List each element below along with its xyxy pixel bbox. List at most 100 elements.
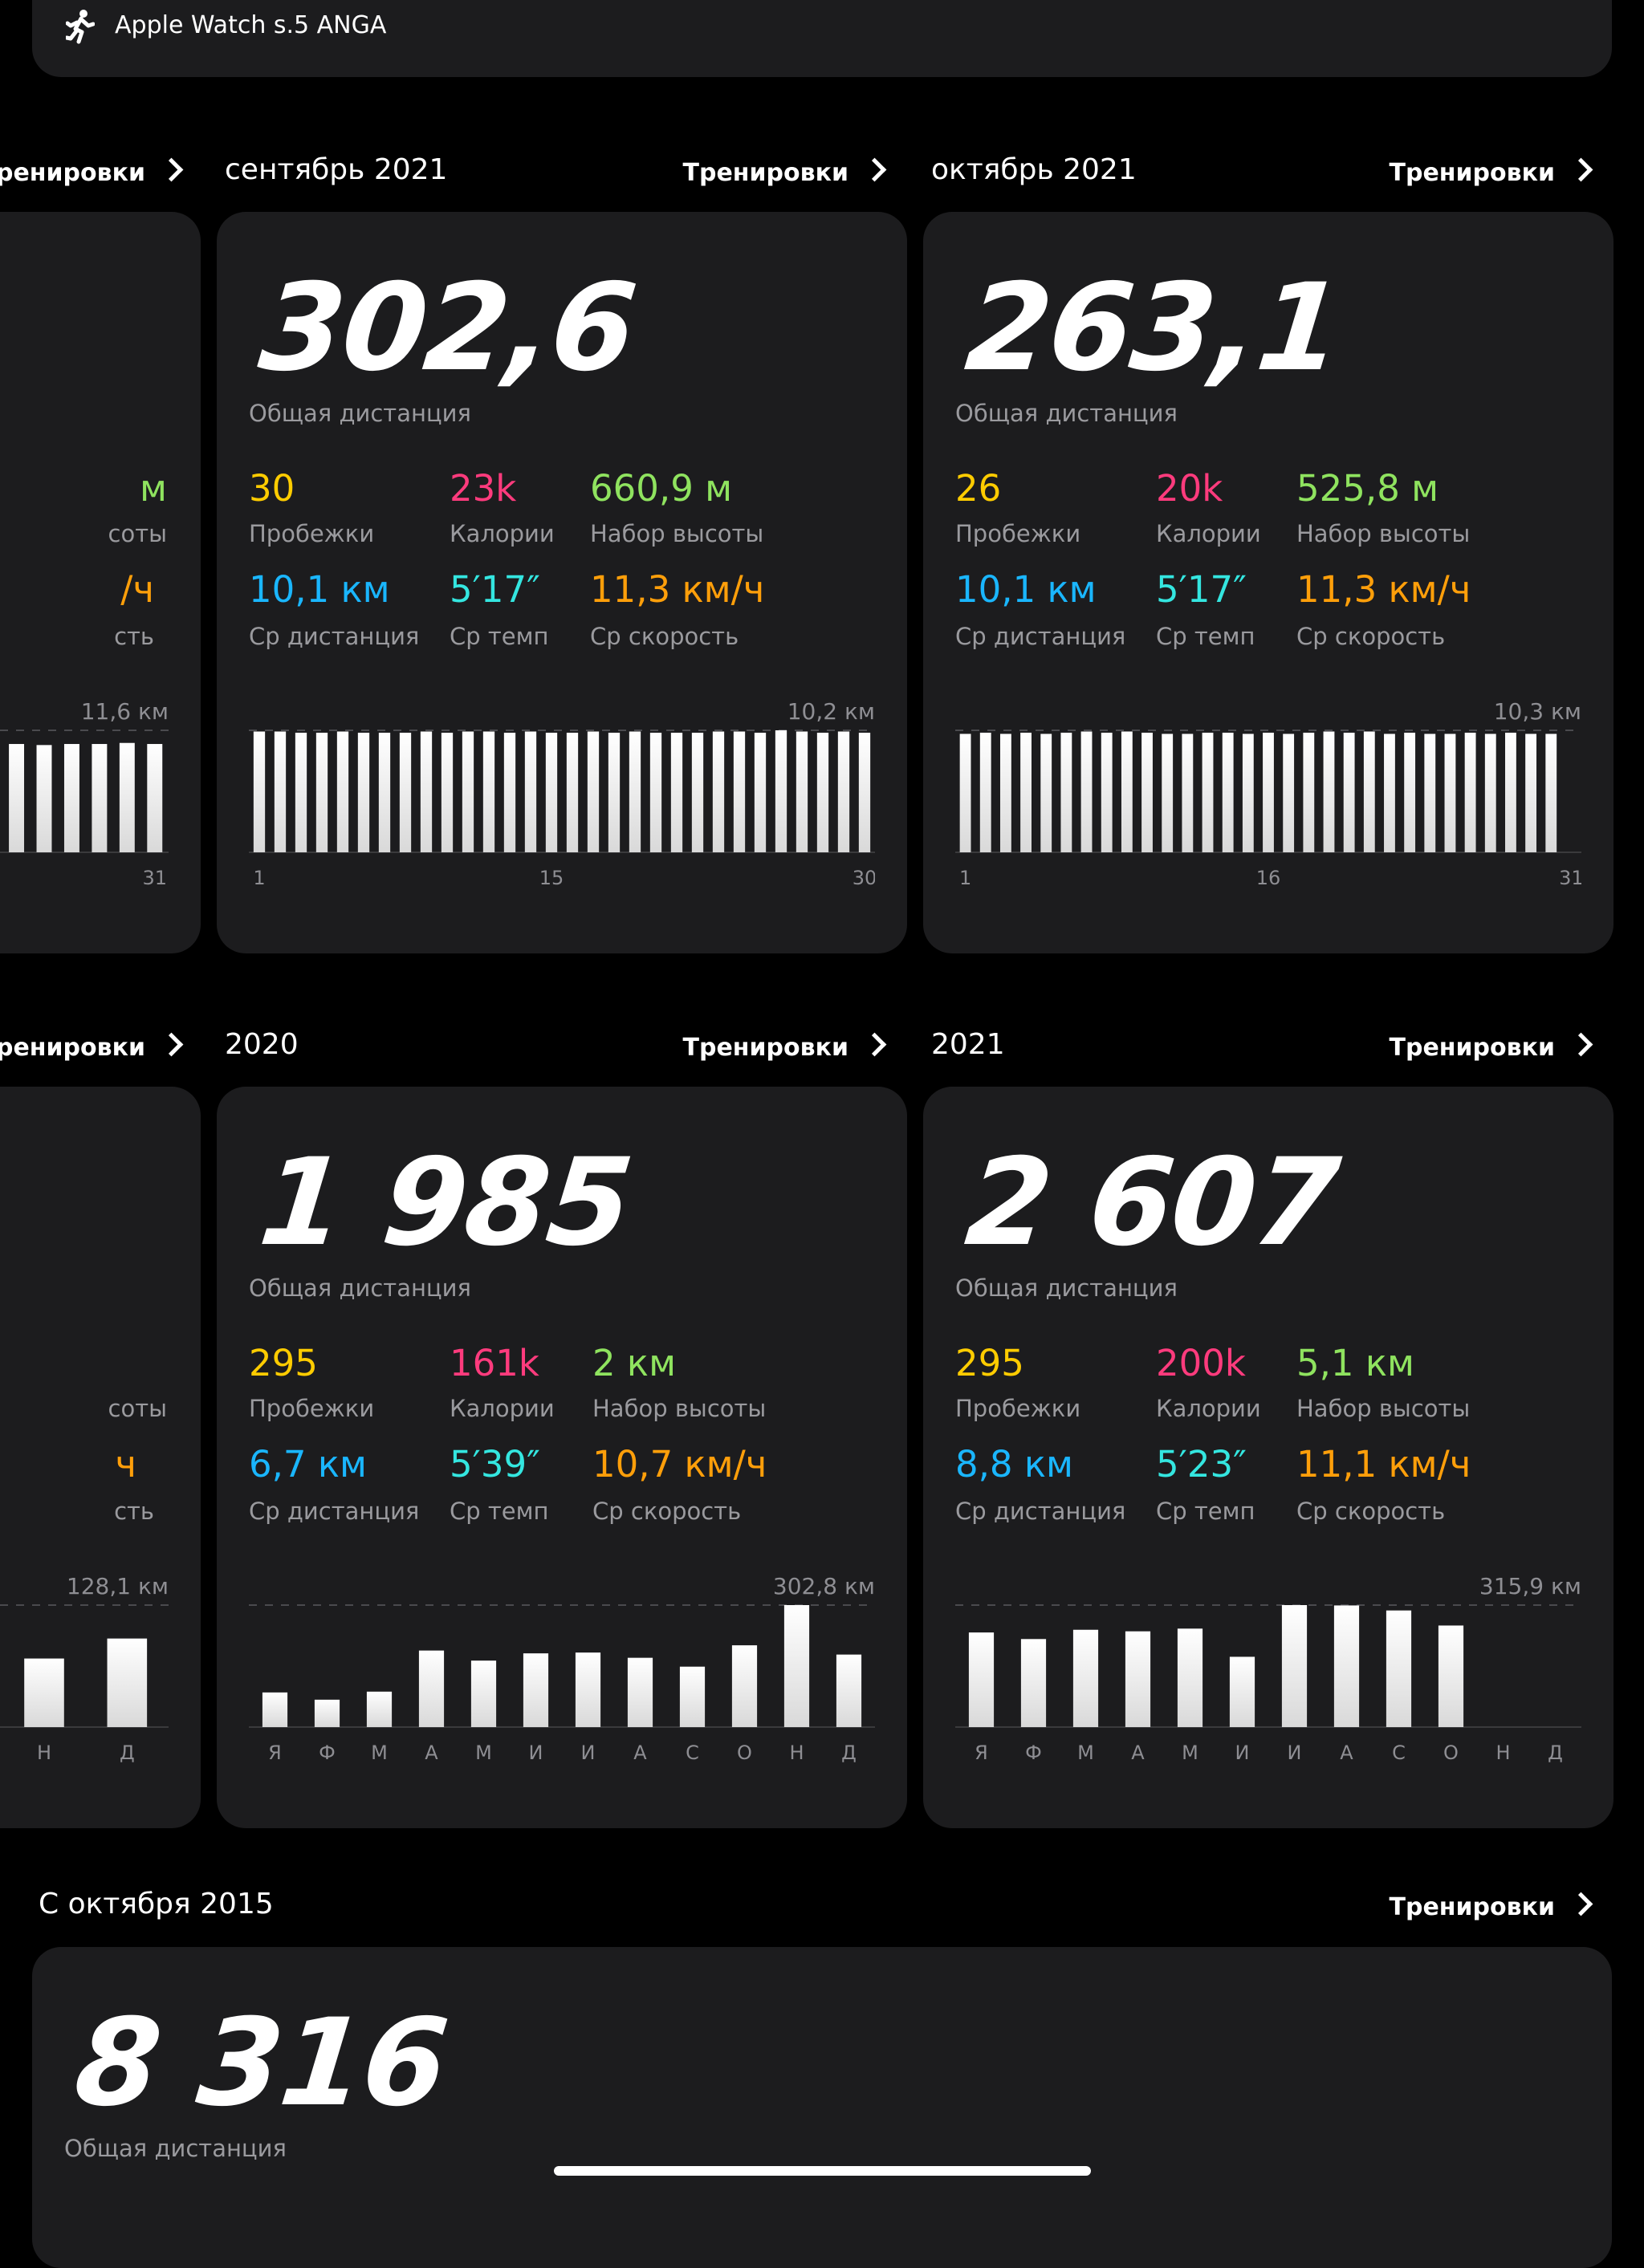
month-card-oct2021[interactable]: 263,1 Общая дистанция 26 Пробежки 20k Ка…	[923, 212, 1613, 953]
avg-pace-value: 5′17″	[1156, 568, 1247, 611]
elevation-label: Набор высоты	[1296, 1395, 1471, 1422]
all-time-card[interactable]: 8 316 Общая дистанция	[32, 1947, 1612, 2268]
chart-bar	[1040, 734, 1052, 852]
chart-bar	[1505, 732, 1516, 852]
chart-tick-label: А	[1131, 1742, 1145, 1764]
workouts-link-oct2021[interactable]: Тренировки	[1390, 157, 1593, 187]
home-indicator[interactable]	[554, 2166, 1091, 2176]
avg-pace-label: Ср темп	[1156, 623, 1255, 650]
elevation-label: Набор высоты	[590, 520, 764, 547]
chart-bar	[462, 731, 474, 852]
partial-mid-chart: 128,1 кмОНД	[0, 1560, 201, 1793]
elevation-value: 660,9 м	[590, 467, 733, 510]
avg-distance-label: Ср дистанция	[249, 1498, 420, 1525]
workouts-link-sep2021[interactable]: Тренировки	[683, 157, 887, 187]
chart-bar	[378, 732, 391, 852]
chart-tick-label: Д	[120, 1742, 135, 1764]
chart-bar	[1281, 1605, 1308, 1727]
calories-value: 23k	[450, 467, 517, 510]
runs-value: 295	[249, 1342, 318, 1384]
chart-tick-label: Д	[1548, 1742, 1563, 1764]
chart-tick-label: С	[686, 1742, 699, 1764]
calories-label: Калории	[1156, 1395, 1261, 1422]
avg-pace-label: Ср темп	[450, 623, 549, 650]
chart-bar	[1162, 734, 1174, 852]
chart-bar	[1141, 732, 1153, 852]
chart-bar	[712, 731, 725, 852]
month-card-sep2021[interactable]: 302,6 Общая дистанция 30 Пробежки 23k Ка…	[217, 212, 907, 953]
chart-tick-label: Ф	[1025, 1742, 1042, 1764]
calories-label: Калории	[450, 1395, 555, 1422]
elevation-value: 2 км	[592, 1342, 677, 1384]
partial-year-card[interactable]: соты ч сть 128,1 кмОНД	[0, 1087, 201, 1828]
chart-bar	[1242, 734, 1254, 852]
workouts-link-2020[interactable]: Тренировки	[683, 1032, 887, 1062]
chart-bar	[959, 734, 971, 852]
avg-distance-value: 6,7 км	[249, 1443, 367, 1486]
chart-bar	[1525, 734, 1537, 852]
chart-bar	[1343, 732, 1355, 852]
avg-speed-value: 11,3 км/ч	[1296, 568, 1471, 611]
partial-speed-label: сть	[114, 1498, 154, 1525]
chart-tick-label: И	[529, 1742, 543, 1764]
chart-bar	[274, 731, 287, 852]
total-distance-2021: 2 607	[960, 1133, 1344, 1273]
chart-tick-label: 30	[853, 867, 875, 889]
device-card[interactable]: Apple Watch s.5 ANGA	[32, 0, 1612, 77]
chart-bar	[336, 731, 349, 852]
chart-bar	[1384, 734, 1395, 852]
workouts-link-2021[interactable]: Тренировки	[1390, 1032, 1593, 1062]
partial-top-workouts-link[interactable]: Тренировки	[0, 157, 184, 187]
avg-pace-value: 5′17″	[450, 568, 540, 611]
chart-tick-label: О	[737, 1742, 752, 1764]
avg-speed-label: Ср скорость	[590, 623, 739, 650]
year-card-2020[interactable]: 1 985 Общая дистанция 295 Пробежки 161k …	[217, 1087, 907, 1828]
monthly-distance-chart-2021: 315,9 км Я Ф М А М И И А С О Н Д	[955, 1560, 1581, 1793]
total-distance-label: Общая дистанция	[955, 1274, 1178, 1302]
avg-distance-label: Ср дистанция	[955, 623, 1126, 650]
chart-bar	[1283, 734, 1295, 852]
chart-bar	[627, 1657, 653, 1727]
avg-speed-label: Ср скорость	[1296, 623, 1446, 650]
avg-speed-value: 11,3 км/ч	[590, 568, 765, 611]
partial-month-card[interactable]: м соты /ч сть 11,6 км 31	[0, 212, 201, 953]
chart-bar	[629, 731, 641, 852]
calories-value: 20k	[1156, 467, 1223, 510]
device-name: Apple Watch s.5 ANGA	[115, 11, 387, 39]
chart-bar	[63, 744, 79, 852]
chart-max-label: 128,1 км	[67, 1573, 169, 1599]
chart-tick-label: М	[1077, 1742, 1094, 1764]
chart-bar	[399, 732, 412, 852]
chart-max-label: 11,6 км	[81, 698, 169, 725]
chart-bar	[295, 732, 307, 852]
avg-distance-label: Ср дистанция	[249, 623, 420, 650]
total-distance-label: Общая дистанция	[249, 1274, 471, 1302]
total-distance-all-time: 8 316	[69, 1994, 453, 2133]
total-distance-label: Общая дистанция	[64, 2135, 287, 2162]
partial-mid-workouts-link[interactable]: Тренировки	[0, 1032, 184, 1062]
chart-tick-label: А	[425, 1742, 438, 1764]
workouts-link-since2015[interactable]: Тренировки	[1390, 1892, 1593, 1921]
chart-tick-label: О	[1443, 1742, 1459, 1764]
chart-tick-label: И	[581, 1742, 596, 1764]
chart-tick-label: 16	[1256, 867, 1281, 889]
chart-bar	[1424, 734, 1436, 852]
avg-pace-value: 5′39″	[450, 1443, 540, 1486]
chart-tick-label: А	[1340, 1742, 1353, 1764]
sep2021-svg: 10,2 км 1 15 30	[249, 698, 875, 889]
avg-speed-value: 10,7 км/ч	[592, 1443, 767, 1486]
running-figure-icon	[66, 10, 95, 44]
year-card-2021[interactable]: 2 607 Общая дистанция 295 Пробежки 200k …	[923, 1087, 1613, 1828]
chart-bar	[147, 744, 163, 852]
chart-bar	[1229, 1656, 1255, 1727]
chart-bar	[357, 732, 370, 852]
chart-bar	[1386, 1610, 1412, 1727]
chart-bar	[482, 731, 495, 852]
chart-tick-label: 31	[143, 867, 168, 889]
chart-bar	[119, 742, 135, 852]
chart-bar	[24, 1658, 64, 1727]
runs-label: Пробежки	[249, 520, 375, 547]
chart-max-label: 315,9 км	[1479, 1573, 1581, 1599]
chart-bar	[503, 732, 516, 852]
avg-speed-label: Ср скорость	[1296, 1498, 1446, 1525]
